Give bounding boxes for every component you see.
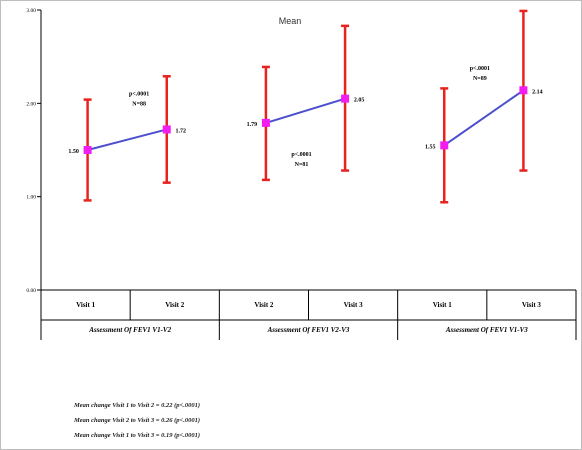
mean-line bbox=[443, 89, 524, 147]
y-tick-label: 0.00 bbox=[26, 288, 36, 294]
mean-point bbox=[341, 94, 350, 103]
chart-title: Mean bbox=[279, 16, 302, 26]
mean-point bbox=[519, 86, 528, 95]
mean-line bbox=[87, 128, 168, 151]
mean-value-label: 1.50 bbox=[68, 149, 79, 155]
y-tick-label: 3.00 bbox=[26, 8, 36, 14]
mean-value-label: 2.05 bbox=[354, 98, 365, 104]
x-category-label: Visit 1 bbox=[76, 301, 95, 309]
mean-change-notes: Mean change Visit 1 to Visit 2 = 0.22 (p… bbox=[74, 398, 434, 443]
mean-value-label: 1.79 bbox=[247, 122, 258, 128]
n-annotation: N=88 bbox=[132, 102, 146, 108]
mean-value-label: 1.72 bbox=[176, 128, 187, 134]
mean-change-note-v2-v3: Mean change Visit 2 to Visit 3 = 0.26 (p… bbox=[74, 417, 201, 424]
mean-point bbox=[261, 118, 270, 127]
mean-change-note-v1-v3: Mean change Visit 1 to Visit 3 = 0.19 (p… bbox=[74, 432, 201, 439]
p-value-annotation: p<.0001 bbox=[291, 152, 311, 158]
mean-value-label: 1.55 bbox=[425, 144, 436, 150]
x-category-label: Visit 3 bbox=[522, 301, 541, 309]
group-label: Assessment Of FEV1 V1-V2 bbox=[88, 326, 171, 334]
y-tick-label: 1.00 bbox=[26, 195, 36, 201]
mean-value-label: 2.14 bbox=[532, 89, 543, 95]
x-category-label: Visit 2 bbox=[165, 301, 184, 309]
y-tick-label: 2.00 bbox=[26, 101, 36, 107]
n-annotation: N=81 bbox=[295, 162, 309, 168]
mean-point bbox=[83, 146, 92, 154]
x-category-label: Visit 1 bbox=[433, 301, 452, 309]
n-annotation: N=89 bbox=[473, 76, 487, 82]
x-category-label: Visit 2 bbox=[254, 301, 273, 309]
mean-point bbox=[162, 125, 171, 134]
x-category-label: Visit 3 bbox=[344, 301, 363, 309]
mean-point bbox=[440, 141, 449, 150]
mean-line bbox=[265, 97, 346, 124]
p-value-annotation: p<.0001 bbox=[129, 92, 149, 98]
p-value-annotation: p<.0001 bbox=[470, 66, 490, 72]
mean-change-note-v1-v2: Mean change Visit 1 to Visit 2 = 0.22 (p… bbox=[74, 402, 201, 409]
group-label: Assessment Of FEV1 V2-V3 bbox=[267, 326, 350, 334]
group-label: Assessment Of FEV1 V1-V3 bbox=[445, 326, 528, 334]
